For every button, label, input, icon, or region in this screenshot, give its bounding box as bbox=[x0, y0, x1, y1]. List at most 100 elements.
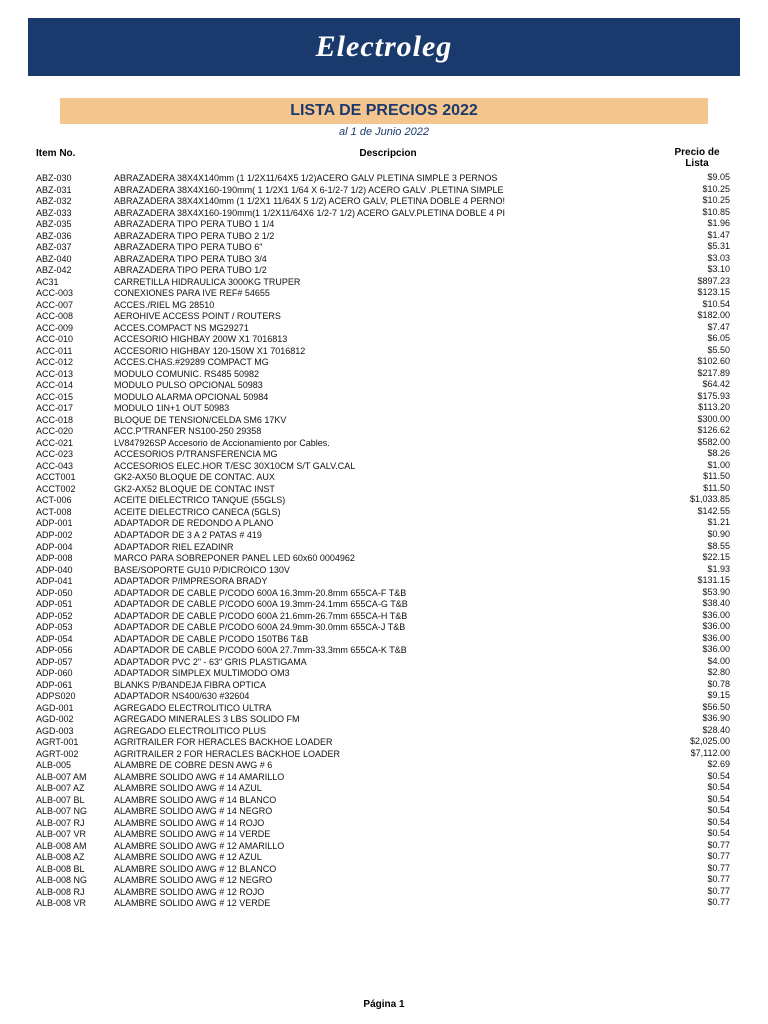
table-row: ADP-052ADAPTADOR DE CABLE P/CODO 600A 21… bbox=[36, 611, 732, 623]
cell-item: ADP-004 bbox=[36, 542, 114, 554]
cell-item: ABZ-030 bbox=[36, 173, 114, 185]
cell-desc: ADAPTADOR DE CABLE P/CODO 600A 24.9mm-30… bbox=[114, 622, 660, 634]
table-row: AC31CARRETILLA HIDRAULICA 3000KG TRUPER$… bbox=[36, 277, 732, 289]
cell-item: ACC-010 bbox=[36, 334, 114, 346]
table-row: ACC-021LV847926SP Accesorio de Accionami… bbox=[36, 438, 732, 450]
table-row: ABZ-042ABRAZADERA TIPO PERA TUBO 1/2$3.1… bbox=[36, 265, 732, 277]
cell-desc: ABRAZADERA 38X4X160-190mm( 1 1/2X1 1/64 … bbox=[114, 185, 660, 197]
cell-item: ACC-003 bbox=[36, 288, 114, 300]
cell-item: ACCT001 bbox=[36, 472, 114, 484]
cell-desc: CARRETILLA HIDRAULICA 3000KG TRUPER bbox=[114, 277, 660, 289]
cell-item: ABZ-031 bbox=[36, 185, 114, 197]
cell-price: $1.96 bbox=[660, 219, 732, 231]
cell-desc: ABRAZADERA TIPO PERA TUBO 2 1/2 bbox=[114, 231, 660, 243]
cell-item: ALB-007 AZ bbox=[36, 783, 114, 795]
table-row: ADP-056ADAPTADOR DE CABLE P/CODO 600A 27… bbox=[36, 645, 732, 657]
table-row: ADP-051ADAPTADOR DE CABLE P/CODO 600A 19… bbox=[36, 599, 732, 611]
cell-desc: ALAMBRE SOLIDO AWG # 12 AZUL bbox=[114, 852, 660, 864]
cell-desc: ALAMBRE DE COBRE DESN AWG # 6 bbox=[114, 760, 660, 772]
table-row: ALB-007 BLALAMBRE SOLIDO AWG # 14 BLANCO… bbox=[36, 795, 732, 807]
cell-desc: MARCO PARA SOBREPONER PANEL LED 60x60 00… bbox=[114, 553, 660, 565]
cell-desc: ACEITE DIELECTRICO TANQUE (55GLS) bbox=[114, 495, 660, 507]
cell-desc: ADAPTADOR DE CABLE P/CODO 600A 21.6mm-26… bbox=[114, 611, 660, 623]
cell-price: $36.00 bbox=[660, 622, 732, 634]
cell-item: ADP-060 bbox=[36, 668, 114, 680]
table-row: ADP-041ADAPTADOR P/IMPRESORA BRADY$131.1… bbox=[36, 576, 732, 588]
cell-item: ABZ-033 bbox=[36, 208, 114, 220]
cell-desc: GK2-AX50 BLOQUE DE CONTAC. AUX bbox=[114, 472, 660, 484]
cell-item: ABZ-040 bbox=[36, 254, 114, 266]
cell-item: ADP-050 bbox=[36, 588, 114, 600]
cell-item: ABZ-036 bbox=[36, 231, 114, 243]
cell-item: AGRT-002 bbox=[36, 749, 114, 761]
cell-price: $2.80 bbox=[660, 668, 732, 680]
cell-item: ACC-012 bbox=[36, 357, 114, 369]
cell-desc: AGREGADO ELECTROLITICO ULTRA bbox=[114, 703, 660, 715]
cell-desc: MODULO ALARMA OPCIONAL 50984 bbox=[114, 392, 660, 404]
subtitle: al 1 de Junio 2022 bbox=[0, 126, 768, 138]
cell-desc: ABRAZADERA 38X4X140mm (1 1/2X11/64X5 1/2… bbox=[114, 173, 660, 185]
table-header: Item No. Descripcion Precio de Lista bbox=[36, 146, 732, 173]
cell-item: ADP-054 bbox=[36, 634, 114, 646]
cell-item: ALB-008 AM bbox=[36, 841, 114, 853]
cell-item: ALB-007 RJ bbox=[36, 818, 114, 830]
cell-desc: BLOQUE DE TENSION/CELDA SM6 17KV bbox=[114, 415, 660, 427]
cell-desc: ALAMBRE SOLIDO AWG # 12 BLANCO bbox=[114, 864, 660, 876]
cell-desc: ADAPTADOR PVC 2" - 63" GRIS PLASTIGAMA bbox=[114, 657, 660, 669]
table-row: ALB-008 NGALAMBRE SOLIDO AWG # 12 NEGRO$… bbox=[36, 875, 732, 887]
cell-desc: ALAMBRE SOLIDO AWG # 14 ROJO bbox=[114, 818, 660, 830]
cell-item: ADP-051 bbox=[36, 599, 114, 611]
table-row: ABZ-030ABRAZADERA 38X4X140mm (1 1/2X11/6… bbox=[36, 173, 732, 185]
cell-item: ALB-007 VR bbox=[36, 829, 114, 841]
cell-item: ALB-008 RJ bbox=[36, 887, 114, 899]
table-row: ACC-003CONEXIONES PARA IVE REF# 54655$12… bbox=[36, 288, 732, 300]
cell-item: ACC-021 bbox=[36, 438, 114, 450]
cell-desc: ADAPTADOR P/IMPRESORA BRADY bbox=[114, 576, 660, 588]
table-row: ADP-001ADAPTADOR DE REDONDO A PLANO$1.21 bbox=[36, 518, 732, 530]
table-row: AGD-003AGREGADO ELECTROLITICO PLUS$28.40 bbox=[36, 726, 732, 738]
cell-item: ADP-002 bbox=[36, 530, 114, 542]
cell-desc: ADAPTADOR DE 3 A 2 PATAS # 419 bbox=[114, 530, 660, 542]
cell-item: ABZ-037 bbox=[36, 242, 114, 254]
table-row: ACT-006ACEITE DIELECTRICO TANQUE (55GLS)… bbox=[36, 495, 732, 507]
cell-item: ADP-057 bbox=[36, 657, 114, 669]
cell-desc: ALAMBRE SOLIDO AWG # 12 NEGRO bbox=[114, 875, 660, 887]
cell-desc: ACCESORIOS ELEC.HOR T/ESC 30X10CM S/T GA… bbox=[114, 461, 660, 473]
cell-desc: ACEITE DIELECTRICO CANECA (5GLS) bbox=[114, 507, 660, 519]
table-row: ADP-008MARCO PARA SOBREPONER PANEL LED 6… bbox=[36, 553, 732, 565]
cell-desc: LV847926SP Accesorio de Accionamiento po… bbox=[114, 438, 660, 450]
cell-desc: ALAMBRE SOLIDO AWG # 14 BLANCO bbox=[114, 795, 660, 807]
cell-price: $38.40 bbox=[660, 599, 732, 611]
cell-item: ACC-023 bbox=[36, 449, 114, 461]
cell-price: $131.15 bbox=[660, 576, 732, 588]
cell-desc: AGRITRAILER FOR HERACLES BACKHOE LOADER bbox=[114, 737, 660, 749]
cell-desc: ALAMBRE SOLIDO AWG # 12 ROJO bbox=[114, 887, 660, 899]
table-body: ABZ-030ABRAZADERA 38X4X140mm (1 1/2X11/6… bbox=[36, 173, 732, 910]
cell-item: ACC-013 bbox=[36, 369, 114, 381]
cell-desc: ADAPTADOR DE CABLE P/CODO 600A 19.3mm-24… bbox=[114, 599, 660, 611]
cell-desc: ADAPTADOR DE CABLE P/CODO 600A 27.7mm-33… bbox=[114, 645, 660, 657]
table-row: ALB-007 AZALAMBRE SOLIDO AWG # 14 AZUL$0… bbox=[36, 783, 732, 795]
table-row: ADP-040BASE/SOPORTE GU10 P/DICROICO 130V… bbox=[36, 565, 732, 577]
cell-price: $36.00 bbox=[660, 645, 732, 657]
brand-banner: Electroleg bbox=[28, 18, 740, 76]
table-row: ABZ-031ABRAZADERA 38X4X160-190mm( 1 1/2X… bbox=[36, 185, 732, 197]
cell-desc: ACCESORIOS P/TRANSFERENCIA MG bbox=[114, 449, 660, 461]
cell-price: $182.00 bbox=[660, 311, 732, 323]
cell-desc: ALAMBRE SOLIDO AWG # 14 VERDE bbox=[114, 829, 660, 841]
cell-desc: ADAPTADOR RIEL EZADINR bbox=[114, 542, 660, 554]
cell-item: ACC-015 bbox=[36, 392, 114, 404]
cell-desc: BLANKS P/BANDEJA FIBRA OPTICA bbox=[114, 680, 660, 692]
table-row: ACC-011ACCESORIO HIGHBAY 120-150W X1 701… bbox=[36, 346, 732, 358]
cell-item: ACC-017 bbox=[36, 403, 114, 415]
cell-item: ADP-052 bbox=[36, 611, 114, 623]
cell-item: ALB-008 NG bbox=[36, 875, 114, 887]
cell-item: ALB-005 bbox=[36, 760, 114, 772]
cell-desc: ACCES.COMPACT NS MG29271 bbox=[114, 323, 660, 335]
table-row: ALB-005ALAMBRE DE COBRE DESN AWG # 6$2.6… bbox=[36, 760, 732, 772]
table-row: ADP-050ADAPTADOR DE CABLE P/CODO 600A 16… bbox=[36, 588, 732, 600]
cell-item: ABZ-042 bbox=[36, 265, 114, 277]
cell-item: ADP-008 bbox=[36, 553, 114, 565]
table-row: ADP-057ADAPTADOR PVC 2" - 63" GRIS PLAST… bbox=[36, 657, 732, 669]
cell-desc: ACCESORIO HIGHBAY 200W X1 7016813 bbox=[114, 334, 660, 346]
